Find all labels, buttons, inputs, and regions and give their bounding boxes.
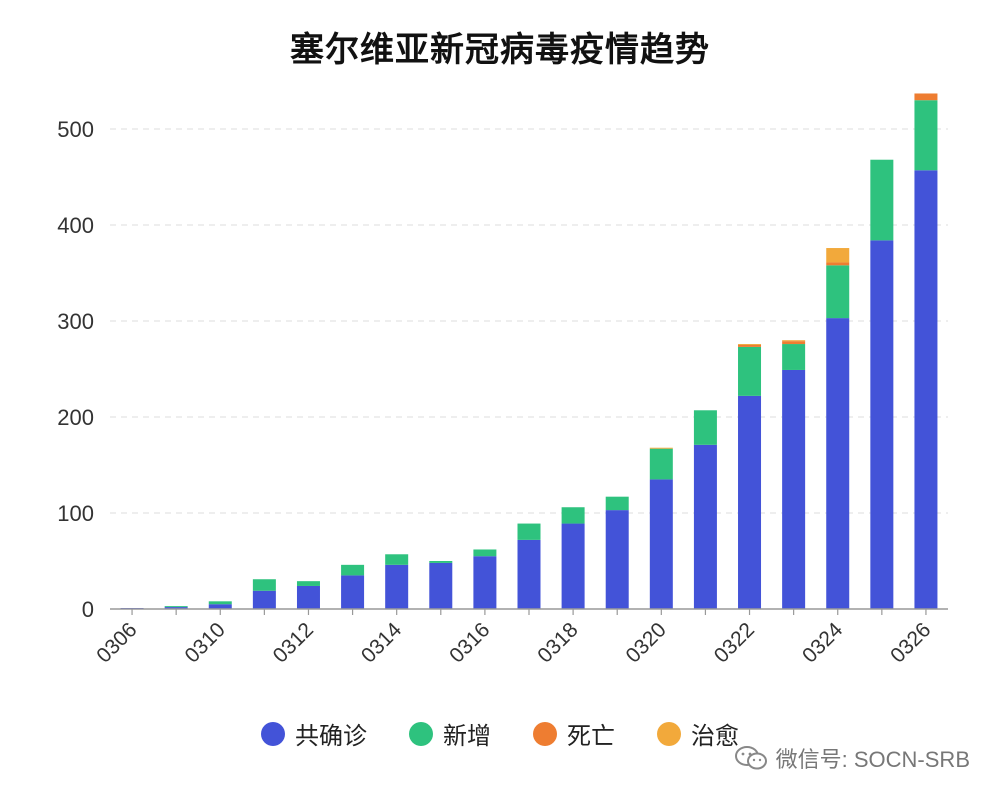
legend-label-confirmed: 共确诊 <box>295 722 367 750</box>
bar-confirmed-0319 <box>605 510 629 609</box>
watermark-text: 微信号: SOCN-SRB <box>775 747 970 772</box>
y-tick-label: 200 <box>57 405 94 430</box>
x-tick-label: 0326 <box>886 618 935 667</box>
bar-new-0318 <box>561 507 585 524</box>
x-tick-label: 0316 <box>445 618 494 667</box>
x-tick-label: 0312 <box>269 618 318 667</box>
bar-recovered-0322 <box>738 344 762 345</box>
bar-new-0317 <box>517 523 541 540</box>
bar-confirmed-0307 <box>164 607 188 609</box>
x-tick-label: 0314 <box>357 618 407 668</box>
bar-new-0316 <box>473 549 497 557</box>
legend-item-recovered[interactable]: 治愈 <box>657 716 739 751</box>
legend-swatch-new <box>409 721 433 746</box>
chart-title: 塞尔维亚新冠病毒疫情趋势 <box>290 30 710 70</box>
bar-new-0323 <box>782 344 806 370</box>
x-tick-label: 0320 <box>622 618 671 667</box>
y-tick-label: 300 <box>57 309 94 334</box>
bar-deaths-0326 <box>914 93 938 101</box>
legend-item-confirmed[interactable]: 共确诊 <box>261 716 367 751</box>
bar-new-0321 <box>693 410 717 445</box>
legend-swatch-recovered <box>657 721 681 746</box>
legend-swatch-confirmed <box>261 721 285 746</box>
bar-new-0314 <box>385 554 409 565</box>
bar-confirmed-0315 <box>429 562 453 609</box>
bar-new-0307 <box>164 606 188 608</box>
bar-recovered-0320 <box>649 447 673 449</box>
bar-new-0320 <box>649 448 673 480</box>
bar-confirmed-0316 <box>473 556 497 609</box>
bar-confirmed-0320 <box>649 479 673 609</box>
bar-confirmed-0326 <box>914 170 938 609</box>
bar-confirmed-0312 <box>296 585 320 609</box>
bar-new-0310 <box>208 601 232 605</box>
bar-new-0313 <box>341 564 365 576</box>
y-tick-label: 100 <box>57 501 94 526</box>
axes: 0 100 200 300 400 500 0306 0310 0312 0314 0316 0318… <box>57 117 948 668</box>
bars <box>120 93 938 610</box>
watermark: 微信号: SOCN-SRB <box>734 742 970 774</box>
bar-confirmed-0311 <box>252 590 276 609</box>
bar-recovered-0324 <box>826 248 850 263</box>
x-tick-label: 0306 <box>92 618 141 667</box>
bar-new-0325 <box>870 159 894 241</box>
legend-swatch-deaths <box>533 721 557 746</box>
bar-new-0324 <box>826 265 850 319</box>
bar-confirmed-0324 <box>826 318 850 609</box>
bar-confirmed-0321 <box>693 444 717 609</box>
legend-item-deaths[interactable]: 死亡 <box>533 716 615 751</box>
legend-label-new: 新增 <box>443 722 491 750</box>
y-tick-label: 0 <box>82 597 94 622</box>
bar-new-0315 <box>429 561 453 563</box>
legend-label-recovered: 治愈 <box>691 722 739 750</box>
bar-confirmed-0317 <box>517 539 541 609</box>
bar-new-0312 <box>296 581 320 586</box>
bar-deaths-0324 <box>826 262 850 266</box>
bar-new-0319 <box>605 496 629 511</box>
x-tick-label: 0322 <box>710 618 759 667</box>
wechat-icon <box>734 746 767 770</box>
y-tick-label: 400 <box>57 213 94 238</box>
bar-confirmed-0323 <box>782 369 806 609</box>
x-tick-label: 0310 <box>181 618 230 667</box>
bar-deaths-0322 <box>738 345 762 347</box>
x-tick-label: 0318 <box>533 618 582 667</box>
bar-confirmed-0322 <box>738 395 762 609</box>
bar-recovered-0323 <box>782 340 806 342</box>
grid-lines <box>110 128 948 514</box>
bar-confirmed-0314 <box>385 564 409 609</box>
x-tick-label: 0324 <box>798 618 848 668</box>
legend-label-deaths: 死亡 <box>567 722 615 750</box>
bar-confirmed-0310 <box>208 604 232 609</box>
legend: 共确诊 新增 死亡 治愈 <box>0 716 1000 751</box>
bar-confirmed-0313 <box>341 575 365 609</box>
y-tick-label: 500 <box>57 117 94 142</box>
bar-confirmed-0318 <box>561 523 585 609</box>
bar-confirmed-0325 <box>870 240 894 610</box>
bar-new-0326 <box>914 100 938 171</box>
bar-new-0311 <box>252 579 276 591</box>
bar-deaths-0323 <box>782 341 806 345</box>
bar-new-0322 <box>738 346 762 396</box>
legend-item-new[interactable]: 新增 <box>409 716 491 751</box>
